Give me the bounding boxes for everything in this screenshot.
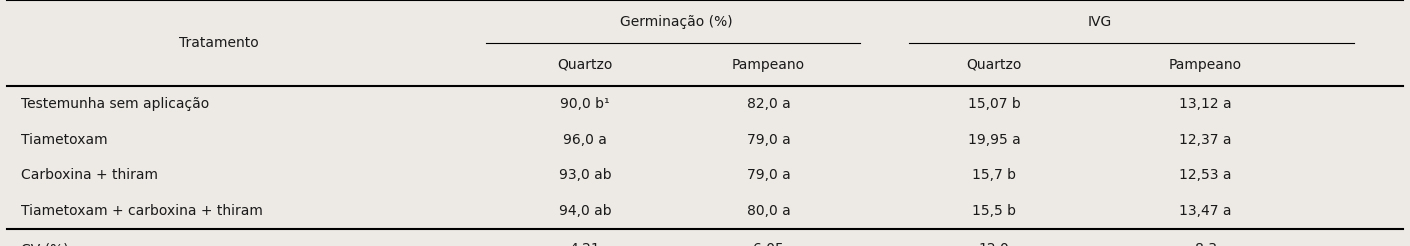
Text: 15,7 b: 15,7 b bbox=[971, 168, 1017, 182]
Text: Quartzo: Quartzo bbox=[966, 58, 1022, 72]
Text: 15,07 b: 15,07 b bbox=[967, 97, 1021, 111]
Text: 79,0 a: 79,0 a bbox=[746, 168, 791, 182]
Text: Tiametoxam: Tiametoxam bbox=[21, 133, 107, 147]
Text: 79,0 a: 79,0 a bbox=[746, 133, 791, 147]
Text: 90,0 b¹: 90,0 b¹ bbox=[560, 97, 611, 111]
Text: 8,3: 8,3 bbox=[1194, 242, 1217, 246]
Text: 12,0: 12,0 bbox=[979, 242, 1010, 246]
Text: Pampeano: Pampeano bbox=[1169, 58, 1242, 72]
Text: Germinação (%): Germinação (%) bbox=[620, 15, 733, 29]
Text: 19,95 a: 19,95 a bbox=[967, 133, 1021, 147]
Text: Tiametoxam + carboxina + thiram: Tiametoxam + carboxina + thiram bbox=[21, 204, 264, 218]
Text: 6,05: 6,05 bbox=[753, 242, 784, 246]
Text: Tratamento: Tratamento bbox=[179, 36, 258, 50]
Text: 94,0 ab: 94,0 ab bbox=[558, 204, 612, 218]
Text: 13,12 a: 13,12 a bbox=[1179, 97, 1232, 111]
Text: 93,0 ab: 93,0 ab bbox=[558, 168, 612, 182]
Text: 96,0 a: 96,0 a bbox=[563, 133, 608, 147]
Text: 13,47 a: 13,47 a bbox=[1179, 204, 1232, 218]
Text: IVG: IVG bbox=[1087, 15, 1112, 29]
Text: 15,5 b: 15,5 b bbox=[971, 204, 1017, 218]
Text: Carboxina + thiram: Carboxina + thiram bbox=[21, 168, 158, 182]
Text: 80,0 a: 80,0 a bbox=[746, 204, 791, 218]
Text: Pampeano: Pampeano bbox=[732, 58, 805, 72]
Text: 12,37 a: 12,37 a bbox=[1179, 133, 1232, 147]
Text: 12,53 a: 12,53 a bbox=[1179, 168, 1232, 182]
Text: 82,0 a: 82,0 a bbox=[746, 97, 791, 111]
Text: 4,21: 4,21 bbox=[570, 242, 601, 246]
Text: CV (%): CV (%) bbox=[21, 242, 69, 246]
Text: Testemunha sem aplicação: Testemunha sem aplicação bbox=[21, 97, 210, 111]
Text: Quartzo: Quartzo bbox=[557, 58, 613, 72]
